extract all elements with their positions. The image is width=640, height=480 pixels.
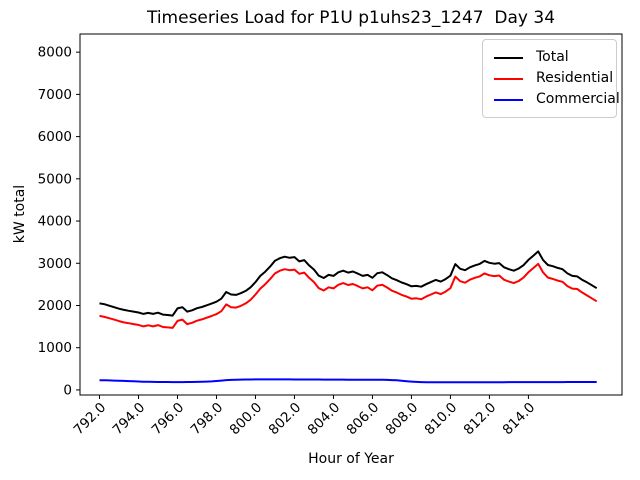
legend-label: Commercial xyxy=(536,91,620,107)
y-tick-label: 1000 xyxy=(38,340,72,356)
x-tick-label: 808.0 xyxy=(383,400,422,439)
x-tick-label: 798.0 xyxy=(188,400,227,439)
x-tick-label: 806.0 xyxy=(344,400,383,439)
y-tick-label: 3000 xyxy=(38,256,72,272)
legend-item: Commercial xyxy=(494,89,620,110)
legend-label: Residential xyxy=(536,70,614,86)
legend-item: Residential xyxy=(494,68,616,89)
series-line-residential xyxy=(99,262,598,329)
legend-swatch xyxy=(494,77,523,80)
y-tick-label: 0 xyxy=(63,382,72,398)
legend-swatch xyxy=(494,56,523,59)
legend-item: Total xyxy=(494,47,616,68)
series-line-commercial xyxy=(99,378,597,384)
x-axis-label: Hour of Year xyxy=(308,451,394,467)
legend-swatch xyxy=(494,98,523,101)
x-tick-label: 802.0 xyxy=(266,400,305,439)
y-tick-label: 8000 xyxy=(38,45,72,61)
y-tick-label: 5000 xyxy=(38,171,72,187)
chart-title: Timeseries Load for P1U p1uhs23_1247 Day… xyxy=(146,8,556,28)
x-tick-label: 792.0 xyxy=(71,400,110,439)
axes-box xyxy=(79,33,623,396)
x-tick-label: 810.0 xyxy=(422,400,461,439)
y-tick-label: 4000 xyxy=(38,214,72,230)
x-tick-label: 814.0 xyxy=(500,400,539,439)
x-tick-label: 804.0 xyxy=(305,400,344,439)
y-tick-label: 7000 xyxy=(38,87,72,103)
series-line-total xyxy=(99,250,598,317)
x-tick-label: 800.0 xyxy=(227,400,266,439)
legend-label: Total xyxy=(536,49,569,65)
x-tick-label: 794.0 xyxy=(110,400,149,439)
legend: Total Residential Commercial xyxy=(482,39,620,118)
y-tick-label: 6000 xyxy=(38,129,72,145)
x-tick-label: 812.0 xyxy=(461,400,500,439)
x-tick-label: 796.0 xyxy=(149,400,188,439)
y-tick-label: 2000 xyxy=(38,298,72,314)
